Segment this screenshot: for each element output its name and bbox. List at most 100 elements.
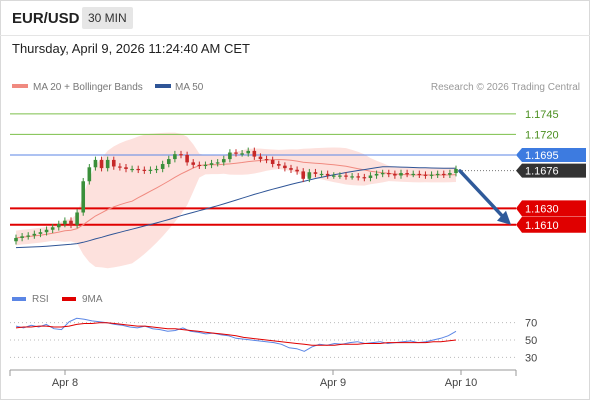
timeframe-badge[interactable]: 30 MIN: [82, 7, 133, 29]
bb-legend-label: MA 20 + Bollinger Bands: [33, 82, 143, 93]
candle-body: [441, 173, 446, 176]
candle-body: [264, 159, 269, 161]
candle-body: [160, 164, 165, 169]
level-tag-1.1695: [516, 147, 586, 162]
candle-body: [429, 174, 434, 176]
timestamp: Thursday, April 9, 2026 11:24:40 AM CET: [12, 41, 250, 56]
level-tag-1.1676: [516, 163, 586, 178]
projection-arrow-shaft: [458, 169, 506, 220]
candle-body: [154, 168, 159, 171]
candle-body: [221, 159, 226, 163]
rsi-legend-label: RSI: [32, 294, 49, 305]
candle-body: [393, 173, 397, 176]
candle-body: [374, 173, 379, 176]
candle-body: [380, 173, 385, 175]
candle-body: [215, 162, 220, 164]
candle-body: [142, 169, 147, 171]
candle-body: [87, 167, 92, 182]
candle-body: [448, 173, 452, 175]
x-tick-label: Apr 10: [445, 377, 477, 389]
candle-body: [118, 166, 122, 168]
candle-body: [307, 172, 312, 179]
credit-label: Research © 2026 Trading Central: [431, 82, 580, 93]
candle-body: [423, 174, 428, 176]
candle-body: [203, 164, 208, 167]
chart-header: EUR/USD 30 MIN: [0, 0, 590, 36]
candle-body: [252, 150, 257, 157]
candle-body: [209, 163, 214, 165]
rsi-plot: 70 50 30: [10, 317, 537, 364]
candle-body: [26, 235, 31, 237]
x-axis: Apr 8 Apr 9 Apr 10: [52, 370, 477, 389]
candle-body: [295, 169, 299, 172]
candle-body: [435, 173, 440, 176]
candle-body: [325, 173, 330, 176]
candle-body: [356, 176, 361, 178]
candle-body: [405, 173, 409, 175]
rsi-line: [15, 317, 457, 352]
candle-body: [50, 227, 55, 230]
header-divider: [0, 35, 590, 36]
candle-body: [38, 232, 43, 234]
level-label-1.1720: 1.1720: [525, 129, 559, 141]
candle-body: [130, 168, 134, 171]
level-label-1.1676: 1.1676: [525, 166, 559, 178]
ma50-legend-swatch: [155, 84, 171, 88]
candle-body: [246, 150, 251, 154]
ma50-line: [15, 166, 456, 249]
level-tag-1.1610: [516, 216, 586, 233]
price-plot: 1.1745 1.1720 1.1695 1.1676 1.1630 1.1610: [10, 109, 586, 269]
level-tag-1.1630: [516, 200, 586, 217]
rsi-tick-label-30: 30: [525, 352, 537, 364]
candle-body: [368, 175, 373, 178]
candle-body: [270, 159, 275, 165]
candle-body: [173, 154, 177, 160]
candle-body: [313, 172, 318, 174]
level-label-1.1695: 1.1695: [525, 150, 559, 162]
candle-body: [319, 173, 324, 176]
projection-arrow-head: [497, 210, 511, 225]
candle-body: [56, 223, 61, 228]
candle-body: [191, 162, 196, 165]
candle-body: [234, 152, 238, 154]
symbol-title: EUR/USD: [12, 10, 80, 27]
candle-body: [124, 167, 128, 169]
rsi-ma-legend-label: 9MA: [82, 294, 103, 305]
rsi-ma-line: [15, 322, 457, 346]
candle-body: [350, 176, 354, 178]
candle-body: [20, 236, 24, 238]
candle-body: [166, 159, 171, 165]
rsi-tick-label-50: 50: [525, 335, 537, 347]
candle-body: [240, 153, 244, 155]
candle-body: [44, 229, 49, 233]
candle-body: [179, 154, 183, 156]
candle-body: [399, 173, 403, 176]
x-tick-label: Apr 8: [52, 377, 78, 389]
candle-body: [185, 154, 189, 163]
candle-body: [14, 237, 18, 242]
candle-body: [411, 173, 416, 176]
bb-legend-swatch: [12, 84, 28, 88]
candle-body: [258, 156, 263, 160]
level-label-1.1745: 1.1745: [525, 109, 559, 121]
ma50-legend-label: MA 50: [175, 82, 204, 93]
candle-body: [338, 175, 342, 177]
candle-body: [69, 220, 73, 225]
candle-body: [99, 159, 104, 169]
candle-body: [105, 159, 110, 169]
candle-body: [417, 173, 422, 176]
candle-body: [136, 168, 141, 171]
candle-body: [362, 177, 367, 179]
candle-body: [301, 171, 306, 179]
x-tick-label: Apr 9: [320, 377, 346, 389]
candle-body: [111, 159, 116, 167]
rsi-ma-legend-swatch: [62, 297, 76, 301]
level-label-1.1610: 1.1610: [525, 220, 559, 232]
candle-body: [32, 233, 37, 236]
candle-body: [386, 173, 391, 175]
candle-body: [331, 175, 336, 177]
candle-body: [93, 159, 98, 168]
candle-body: [63, 220, 67, 224]
candle-body: [283, 165, 287, 169]
